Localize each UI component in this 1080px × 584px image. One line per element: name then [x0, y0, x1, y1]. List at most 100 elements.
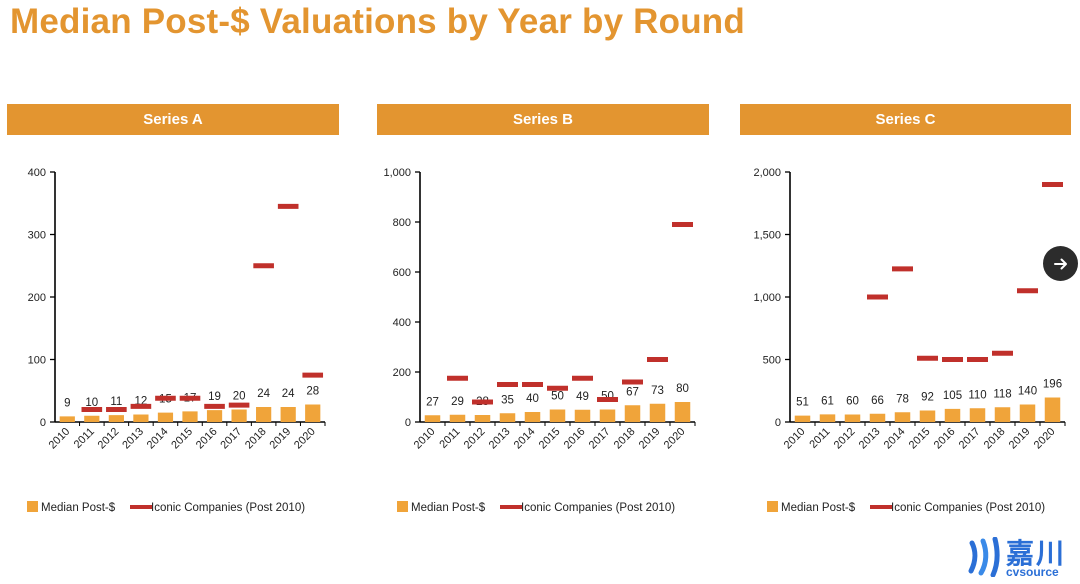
series-a-header: Series A: [7, 104, 339, 135]
bar-median-post: [894, 412, 911, 422]
iconic-marker: [106, 407, 127, 412]
legend-swatch-median: [397, 501, 408, 512]
iconic-marker: [447, 375, 468, 381]
y-tick-label: 400: [28, 167, 46, 179]
bar-median-post: [449, 414, 466, 422]
bar-median-post: [994, 407, 1011, 422]
bar-value-label: 80: [676, 383, 689, 395]
bar-median-post: [206, 410, 223, 422]
legend-label-median: Median Post-$: [781, 502, 856, 514]
bar-value-label: 24: [257, 388, 270, 400]
bar-median-post: [1019, 404, 1036, 422]
bar-value-label: 11: [110, 396, 122, 408]
bar-median-post: [133, 414, 149, 422]
iconic-marker: [1017, 288, 1038, 294]
bar-value-label: 67: [626, 386, 639, 398]
bar-median-post: [524, 412, 541, 422]
y-tick-label: 200: [393, 367, 411, 379]
bar-median-post: [549, 409, 566, 422]
x-tick-label: 2016: [932, 426, 958, 452]
iconic-marker: [81, 407, 103, 412]
next-slide-button[interactable]: [1043, 246, 1078, 281]
bar-value-label: 10: [85, 397, 98, 409]
bar-median-post: [844, 414, 861, 422]
bar-median-post: [574, 409, 591, 422]
y-tick-label: 1,000: [753, 292, 781, 304]
iconic-marker: [130, 403, 152, 409]
x-tick-label: 2015: [907, 426, 933, 452]
legend-swatch-iconic: [500, 505, 522, 509]
bar-value-label: 40: [526, 393, 539, 405]
bar-median-post: [624, 405, 641, 422]
legend-label-iconic: Iconic Companies (Post 2010): [151, 502, 305, 514]
bar-value-label: 92: [921, 392, 934, 404]
bar-median-post: [944, 408, 961, 422]
y-tick-label: 0: [405, 417, 411, 429]
x-tick-label: 2011: [807, 426, 832, 451]
x-tick-label: 2020: [1032, 426, 1058, 452]
y-tick-label: 400: [393, 317, 411, 329]
iconic-marker: [647, 357, 668, 362]
x-tick-label: 2012: [832, 426, 858, 452]
iconic-marker: [472, 399, 493, 405]
bar-value-label: 35: [501, 394, 514, 406]
bar-value-label: 60: [846, 396, 859, 408]
bar-median-post: [305, 404, 321, 422]
y-tick-label: 200: [28, 292, 46, 304]
y-tick-label: 800: [393, 217, 411, 229]
bar-value-label: 78: [896, 393, 909, 405]
iconic-marker: [547, 385, 568, 391]
bar-value-label: 50: [551, 391, 564, 403]
bar-value-label: 110: [968, 389, 986, 401]
x-tick-label: 2013: [857, 426, 883, 452]
x-tick-label: 2018: [982, 426, 1008, 452]
iconic-marker: [179, 395, 201, 401]
bar-median-post: [84, 415, 100, 422]
x-tick-label: 2014: [882, 426, 908, 452]
bar-median-post: [794, 415, 811, 422]
page-title: Median Post-$ Valuations by Year by Roun…: [10, 2, 745, 41]
bar-median-post: [59, 416, 75, 422]
legend-swatch-median: [767, 501, 778, 512]
legend-swatch-iconic: [870, 505, 892, 509]
iconic-marker: [672, 222, 693, 227]
iconic-marker: [917, 355, 938, 361]
bar-median-post: [256, 407, 272, 422]
bar-median-post: [474, 415, 491, 422]
iconic-marker: [967, 357, 988, 362]
iconic-marker: [992, 350, 1013, 356]
bar-median-post: [424, 415, 441, 422]
bar-median-post: [674, 402, 691, 422]
bar-value-label: 49: [576, 391, 589, 403]
bar-value-label: 118: [993, 388, 1011, 400]
bar-value-label: 140: [1018, 386, 1037, 398]
bar-value-label: 24: [282, 388, 295, 400]
iconic-marker: [302, 372, 324, 378]
iconic-marker: [204, 403, 225, 409]
iconic-marker: [277, 203, 299, 209]
y-tick-label: 1,500: [753, 230, 781, 242]
iconic-marker: [497, 382, 518, 387]
bar-value-label: 51: [796, 397, 809, 409]
logo-chinese-text: 嘉川: [1006, 538, 1067, 569]
iconic-marker: [597, 397, 618, 402]
y-tick-label: 2,000: [753, 167, 781, 179]
series-c-header: Series C: [740, 104, 1071, 135]
bar-value-label: 105: [943, 390, 962, 402]
bar-value-label: 19: [208, 391, 221, 403]
bar-median-post: [157, 412, 174, 422]
iconic-marker: [942, 357, 963, 362]
y-tick-label: 300: [28, 230, 46, 242]
bar-median-post: [649, 403, 666, 422]
bar-median-post: [969, 408, 986, 422]
legend-swatch-iconic: [130, 505, 152, 509]
legend-label-iconic: Iconic Companies (Post 2010): [521, 502, 675, 514]
bar-median-post: [919, 410, 936, 422]
logo-english-text: cvsource: [1006, 565, 1059, 579]
bar-value-label: 66: [871, 395, 884, 407]
iconic-marker: [572, 375, 593, 381]
iconic-marker: [622, 379, 643, 385]
bar-median-post: [869, 413, 886, 422]
